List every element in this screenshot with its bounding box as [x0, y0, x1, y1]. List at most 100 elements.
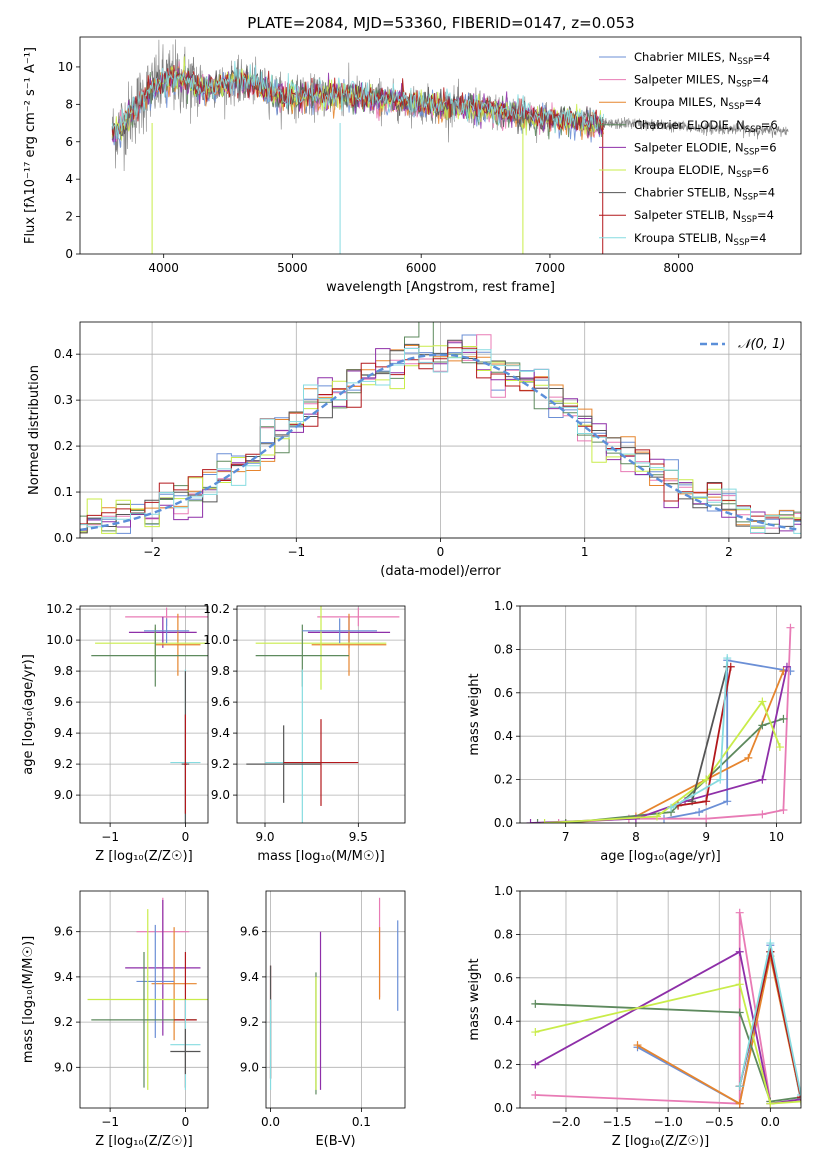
weight-marker-krou_stelib: [735, 1082, 744, 1091]
y-tick-label: 10.0: [46, 633, 73, 647]
y-tick-label: 9.4: [54, 970, 73, 984]
legend-entry-krou_stelib: Kroupa STELIB, NSSP=4: [634, 231, 766, 248]
weight-line-chab_stelib: [691, 666, 729, 802]
plot-area: [91, 607, 208, 823]
weight-marker-salp_miles: [758, 810, 767, 819]
weight-marker-chab_elodie: [561, 819, 570, 823]
y-tick-label: 10: [58, 60, 73, 74]
plot-area: [531, 908, 801, 1108]
weight-marker-salp_stelib: [702, 797, 711, 806]
plot-area: [111, 39, 789, 254]
weight-marker-chab_miles: [786, 667, 795, 676]
x-axis-label: age [log₁₀(age/yr)]: [600, 849, 721, 864]
weight-marker-chab_elodie: [531, 999, 540, 1008]
spectrum-legend: Chabrier MILES, NSSP=4 Salpeter MILES, NS…: [599, 50, 778, 248]
y-axis-label: mass [log₁₀(M/M☉)]: [21, 936, 36, 1063]
y-axis-label: mass weight: [467, 673, 482, 755]
y-tick-label: 8: [65, 97, 73, 111]
weight-vs-age-panel: 7 8 9 10 0.0 0.2 0.4 0.6 0.8 1.0 age [log₁₀(age/yr…: [467, 599, 802, 864]
y-tick-label: 1.0: [494, 884, 513, 898]
weight-marker-krou_stelib: [766, 939, 775, 948]
weight-marker-salp_miles: [735, 908, 744, 917]
weight-marker-salp_elodie: [526, 819, 535, 823]
x-tick-label: −1.0: [654, 1115, 683, 1129]
legend-entry-salp_stelib: Salpeter STELIB, NSSP=4: [634, 208, 774, 225]
x-axis-label: (data-model)/error: [380, 564, 501, 579]
weight-marker-chab_miles: [723, 797, 732, 806]
y-tick-label: 9.8: [54, 664, 73, 678]
legend-entry-krou_elodie: Kroupa ELODIE, NSSP=6: [634, 163, 769, 180]
x-tick-label: −1: [287, 545, 305, 559]
legend-entry-salp_elodie: Salpeter ELODIE, NSSP=6: [634, 140, 777, 157]
x-tick-label: 6000: [406, 261, 437, 275]
weight-line-salp_miles: [535, 912, 772, 1105]
weight-line-salp_elodie: [530, 666, 788, 823]
y-tick-label: 9.0: [211, 788, 230, 802]
weight-marker-salp_elodie: [735, 947, 744, 956]
x-tick-label: 2: [725, 545, 733, 559]
axes-frame: [79, 36, 802, 255]
model-spectrum-krou_stelib: [111, 60, 604, 140]
axes-frame: [519, 605, 802, 824]
x-tick-label: 0: [437, 545, 445, 559]
weight-marker-salp_miles: [702, 814, 711, 823]
x-axis-label: mass [log₁₀(M/M☉)]: [257, 849, 384, 864]
weight-marker-krou_elodie: [766, 1099, 775, 1108]
x-tick-label: 0.1: [352, 1115, 371, 1129]
x-tick-label: 9.5: [349, 830, 368, 844]
normal-legend-label: 𝒩(0, 1): [738, 337, 785, 352]
y-tick-label: 0.2: [54, 439, 73, 453]
weight-marker-krou_stelib: [797, 1090, 801, 1099]
weight-line-krou_miles: [565, 670, 785, 823]
figure-title: PLATE=2084, MJD=53360, FIBERID=0147, z=0…: [247, 14, 634, 32]
weight-marker-salp_elodie: [531, 1060, 540, 1069]
x-tick-label: 9: [702, 830, 710, 844]
weight-marker-salp_miles: [531, 1090, 540, 1099]
y-tick-label: 9.6: [240, 925, 259, 939]
x-tick-label: 1: [581, 545, 589, 559]
weight-marker-salp_stelib: [726, 662, 735, 671]
y-tick-label: 6: [65, 135, 73, 149]
weight-marker-krou_elodie: [531, 1028, 540, 1037]
y-tick-label: 0.8: [494, 927, 513, 941]
y-tick-label: 0.4: [494, 1014, 513, 1028]
x-tick-label: −1.5: [603, 1115, 632, 1129]
y-tick-label: 10.2: [46, 602, 73, 616]
plot-area: [246, 606, 400, 823]
y-tick-label: 9.0: [240, 1060, 259, 1074]
y-tick-label: 4: [65, 172, 73, 186]
weight-marker-salp_stelib: [797, 1093, 801, 1102]
x-tick-label: 10: [769, 830, 784, 844]
y-tick-label: 0.3: [54, 393, 73, 407]
y-axis-label: mass weight: [467, 958, 482, 1040]
y-tick-label: 10.2: [203, 602, 230, 616]
x-axis-label: wavelength [Angstrom, rest frame]: [326, 280, 555, 295]
normal-curve-line: [80, 353, 799, 532]
x-tick-label: −1: [101, 830, 119, 844]
x-tick-label: 4000: [148, 261, 179, 275]
weight-marker-krou_elodie: [775, 743, 784, 752]
x-tick-label: −2: [143, 545, 161, 559]
legend-entry-krou_miles: Kroupa MILES, NSSP=4: [634, 95, 761, 112]
x-axis-label: Z [log₁₀(Z/Z☉)]: [95, 1134, 192, 1149]
weight-marker-chab_miles: [695, 808, 704, 817]
y-tick-label: 0.0: [54, 531, 73, 545]
residuals-panel: −2 −1 0 1 2 0.0 0.1 0.2 0.3 0.4 (data-model)/error…: [27, 321, 802, 579]
mass-vs-Z-panel: −1 0 9.0 9.2 9.4 9.6 Z [log₁₀(Z/Z☉)] mass [log₁…: [21, 890, 209, 1149]
weight-marker-krou_elodie: [652, 812, 661, 821]
y-tick-label: 2: [65, 210, 73, 224]
y-tick-label: 0.2: [494, 1058, 513, 1072]
weight-marker-chab_elodie: [735, 1008, 744, 1017]
weight-marker-krou_elodie: [735, 980, 744, 989]
weight-marker-krou_stelib: [716, 775, 725, 784]
y-tick-label: 9.2: [54, 757, 73, 771]
y-tick-label: 1.0: [494, 599, 513, 613]
spectrum-panel: 4000 5000 6000 7000 8000 0 2 4 6 8 10 wavelength [A…: [23, 36, 802, 295]
weight-marker-salp_elodie: [797, 1095, 801, 1104]
y-tick-label: 9.0: [54, 788, 73, 802]
y-tick-label: 0.4: [494, 729, 513, 743]
x-tick-label: 0.0: [261, 1115, 280, 1129]
x-tick-label: −1: [101, 1115, 119, 1129]
x-tick-label: 7: [562, 830, 570, 844]
y-tick-label: 0.0: [494, 1101, 513, 1115]
